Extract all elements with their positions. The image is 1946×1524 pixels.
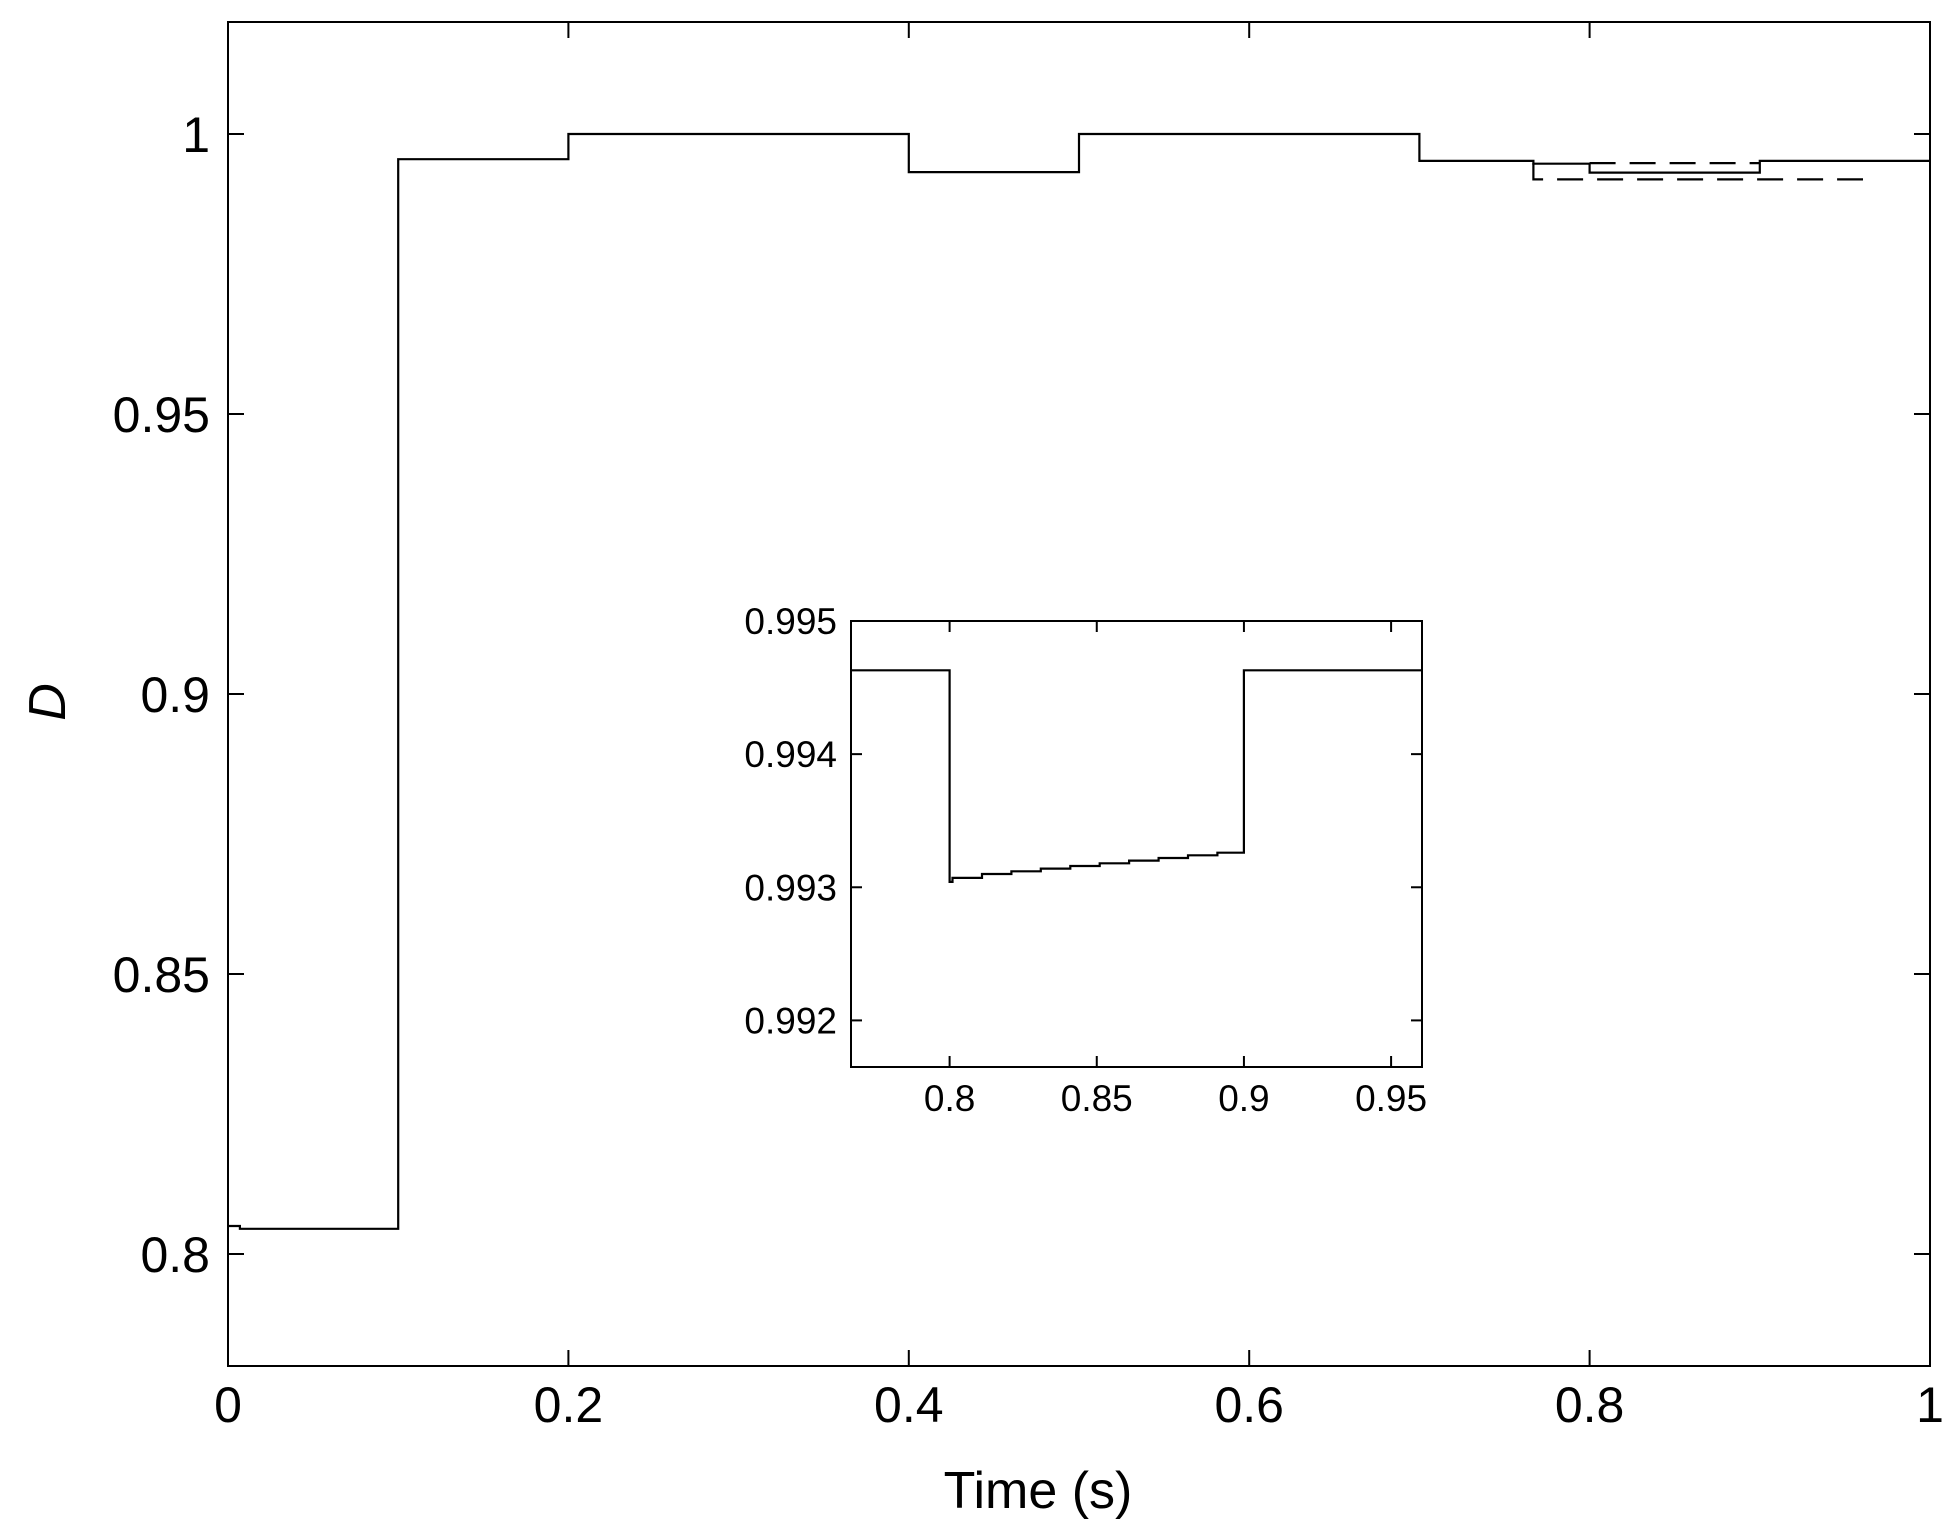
main-y-tick-label: 1 — [182, 107, 210, 163]
main-x-tick-label: 0.2 — [534, 1377, 604, 1433]
inset-y-tick-label: 0.994 — [744, 734, 837, 775]
inset-axes-frame — [850, 620, 1423, 1068]
y-axis-label: D — [19, 683, 77, 721]
main-y-tick-label: 0.85 — [113, 947, 210, 1003]
inset-series-line-1 — [851, 669, 1422, 884]
main-x-tick-label: 1 — [1916, 1377, 1944, 1433]
main-y-tick-label: 0.95 — [113, 387, 210, 443]
inset-y-tick-label: 0.995 — [744, 601, 837, 642]
main-plot: 0 0.2 0.4 0.6 0.8 1 0.8 0.85 0.9 0.95 1 — [113, 21, 1944, 1433]
inset-x-tick-label: 0.85 — [1061, 1078, 1133, 1119]
inset-y-tick-label: 0.993 — [744, 867, 837, 908]
x-axis-label: Time (s) — [944, 1462, 1133, 1520]
main-series-line-2 — [1532, 163, 1864, 181]
inset-x-tick-label: 0.95 — [1355, 1078, 1427, 1119]
inset-x-tick-label: 0.8 — [924, 1078, 975, 1119]
main-y-tick-label: 0.8 — [140, 1227, 210, 1283]
main-x-tick-label: 0.6 — [1214, 1377, 1284, 1433]
inset-plot: 0.8 0.85 0.9 0.95 0.992 0.993 0.994 0.995 — [744, 601, 1427, 1119]
main-series-line-1 — [228, 132, 1930, 1230]
main-x-tick-label: 0.4 — [874, 1377, 944, 1433]
inset-y-tick-label: 0.992 — [744, 1000, 837, 1041]
main-x-tick-label: 0.8 — [1555, 1377, 1625, 1433]
main-y-tick-label: 0.9 — [140, 667, 210, 723]
main-x-tick-label: 0 — [214, 1377, 242, 1433]
inset-x-tick-label: 0.9 — [1218, 1078, 1269, 1119]
